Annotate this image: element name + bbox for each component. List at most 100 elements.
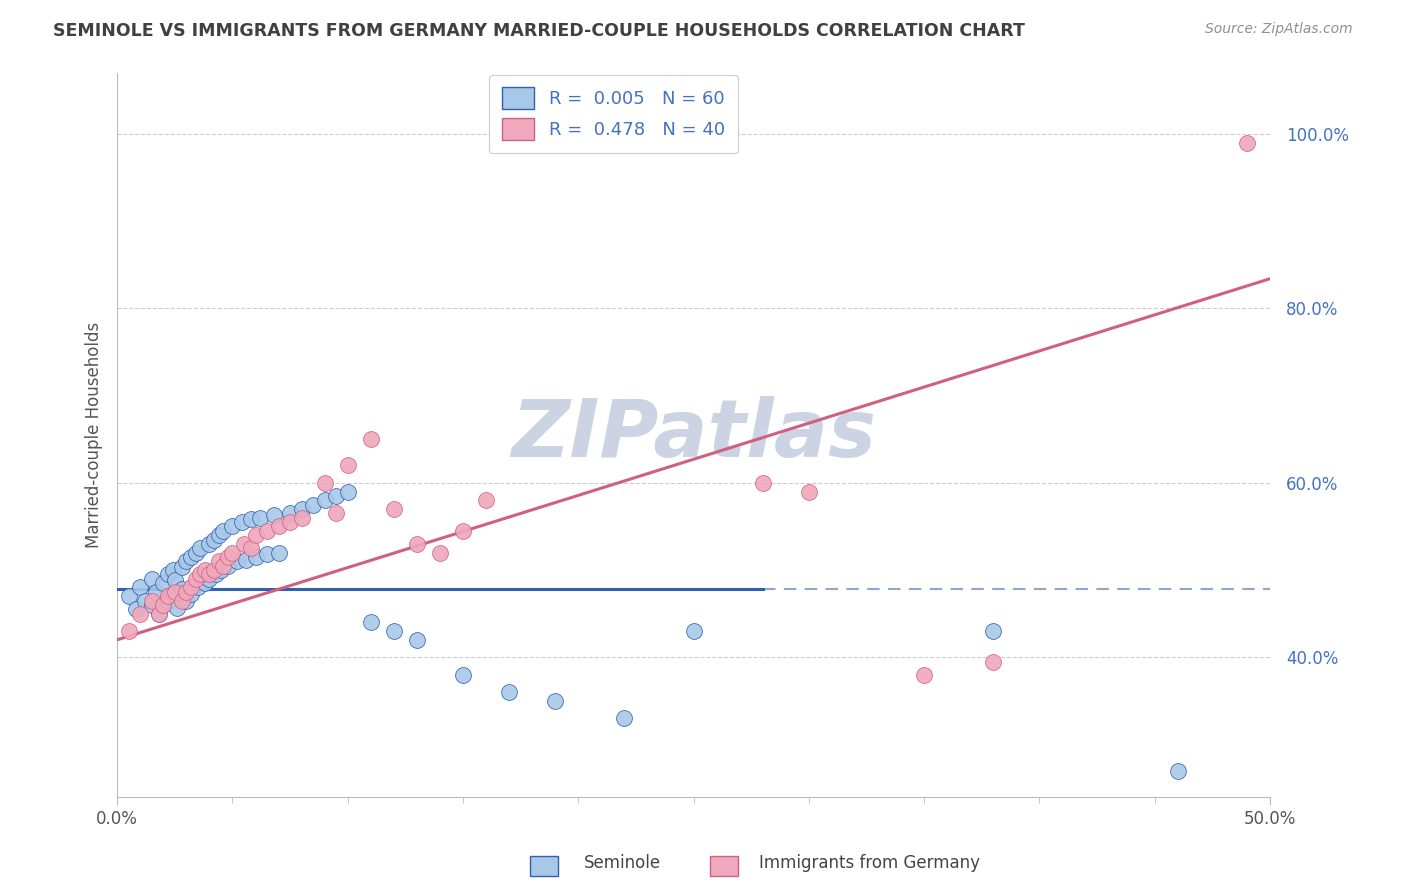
Point bbox=[176, 584, 198, 599]
Point bbox=[245, 549, 267, 564]
Point bbox=[325, 506, 347, 520]
Point bbox=[249, 510, 271, 524]
Point bbox=[141, 598, 163, 612]
Point bbox=[180, 549, 202, 564]
Point bbox=[124, 602, 146, 616]
Point bbox=[188, 567, 211, 582]
Point bbox=[221, 519, 243, 533]
Point bbox=[291, 510, 314, 524]
Point bbox=[212, 524, 235, 538]
Point bbox=[256, 547, 278, 561]
Point bbox=[406, 632, 429, 647]
Point bbox=[156, 567, 179, 582]
Point bbox=[221, 545, 243, 559]
Point bbox=[176, 593, 198, 607]
Point bbox=[198, 537, 221, 551]
Point bbox=[278, 515, 301, 529]
Point bbox=[451, 667, 474, 681]
Text: Source: ZipAtlas.com: Source: ZipAtlas.com bbox=[1205, 22, 1353, 37]
Point bbox=[263, 508, 285, 522]
Point bbox=[981, 655, 1004, 669]
Point bbox=[152, 598, 174, 612]
Point bbox=[163, 584, 186, 599]
Point bbox=[152, 598, 174, 612]
Point bbox=[152, 576, 174, 591]
Point bbox=[194, 576, 217, 591]
Point bbox=[498, 685, 520, 699]
Point bbox=[188, 541, 211, 556]
Point bbox=[797, 484, 820, 499]
Legend: R =  0.005   N = 60, R =  0.478   N = 40: R = 0.005 N = 60, R = 0.478 N = 40 bbox=[489, 75, 738, 153]
Point bbox=[226, 554, 249, 568]
Point bbox=[162, 587, 184, 601]
Point bbox=[233, 537, 256, 551]
Point bbox=[256, 524, 278, 538]
Point bbox=[751, 475, 773, 490]
Point bbox=[170, 593, 193, 607]
Point bbox=[148, 607, 170, 621]
Point bbox=[176, 554, 198, 568]
Point bbox=[180, 587, 202, 601]
Point bbox=[184, 572, 207, 586]
Point bbox=[134, 593, 156, 607]
Point bbox=[141, 572, 163, 586]
Point bbox=[184, 545, 207, 559]
Point bbox=[129, 607, 152, 621]
Point bbox=[217, 549, 239, 564]
Point bbox=[475, 493, 498, 508]
Point bbox=[198, 567, 221, 582]
Point bbox=[162, 563, 184, 577]
Point bbox=[1236, 136, 1258, 150]
Point bbox=[217, 558, 239, 573]
Point bbox=[207, 528, 229, 542]
Point bbox=[166, 601, 188, 615]
Text: Seminole: Seminole bbox=[583, 855, 661, 872]
Point bbox=[198, 572, 221, 586]
Point bbox=[163, 574, 186, 588]
Point bbox=[187, 581, 209, 595]
Point bbox=[239, 541, 262, 556]
Point bbox=[302, 498, 325, 512]
Point bbox=[194, 563, 217, 577]
Text: SEMINOLE VS IMMIGRANTS FROM GERMANY MARRIED-COUPLE HOUSEHOLDS CORRELATION CHART: SEMINOLE VS IMMIGRANTS FROM GERMANY MARR… bbox=[53, 22, 1025, 40]
Point bbox=[209, 563, 232, 577]
Point bbox=[156, 589, 179, 603]
Point bbox=[360, 432, 382, 446]
Point bbox=[682, 624, 704, 638]
Point bbox=[129, 581, 152, 595]
Point bbox=[1167, 764, 1189, 778]
Point bbox=[336, 458, 359, 473]
Point bbox=[145, 584, 167, 599]
Y-axis label: Married-couple Households: Married-couple Households bbox=[86, 322, 103, 548]
Text: Immigrants from Germany: Immigrants from Germany bbox=[759, 855, 980, 872]
Point bbox=[314, 493, 336, 508]
Point bbox=[205, 567, 228, 582]
Point bbox=[382, 624, 405, 638]
Point bbox=[613, 711, 636, 725]
Point bbox=[180, 581, 202, 595]
Point bbox=[544, 694, 567, 708]
Point bbox=[360, 615, 382, 630]
Point bbox=[451, 524, 474, 538]
Text: ZIPatlas: ZIPatlas bbox=[510, 396, 876, 474]
Point bbox=[291, 502, 314, 516]
Point bbox=[278, 506, 301, 520]
Point bbox=[245, 528, 267, 542]
Point bbox=[912, 667, 935, 681]
Point bbox=[170, 560, 193, 574]
Point bbox=[314, 475, 336, 490]
Point bbox=[148, 607, 170, 621]
Point bbox=[156, 593, 179, 607]
Point bbox=[202, 533, 225, 547]
Point bbox=[981, 624, 1004, 638]
Point bbox=[231, 515, 253, 529]
Point bbox=[118, 624, 141, 638]
Point bbox=[325, 489, 347, 503]
Point bbox=[235, 552, 257, 566]
Point bbox=[382, 502, 405, 516]
Point bbox=[267, 519, 290, 533]
Point bbox=[406, 537, 429, 551]
Point bbox=[429, 545, 451, 559]
Point bbox=[202, 563, 225, 577]
Point bbox=[267, 545, 290, 559]
